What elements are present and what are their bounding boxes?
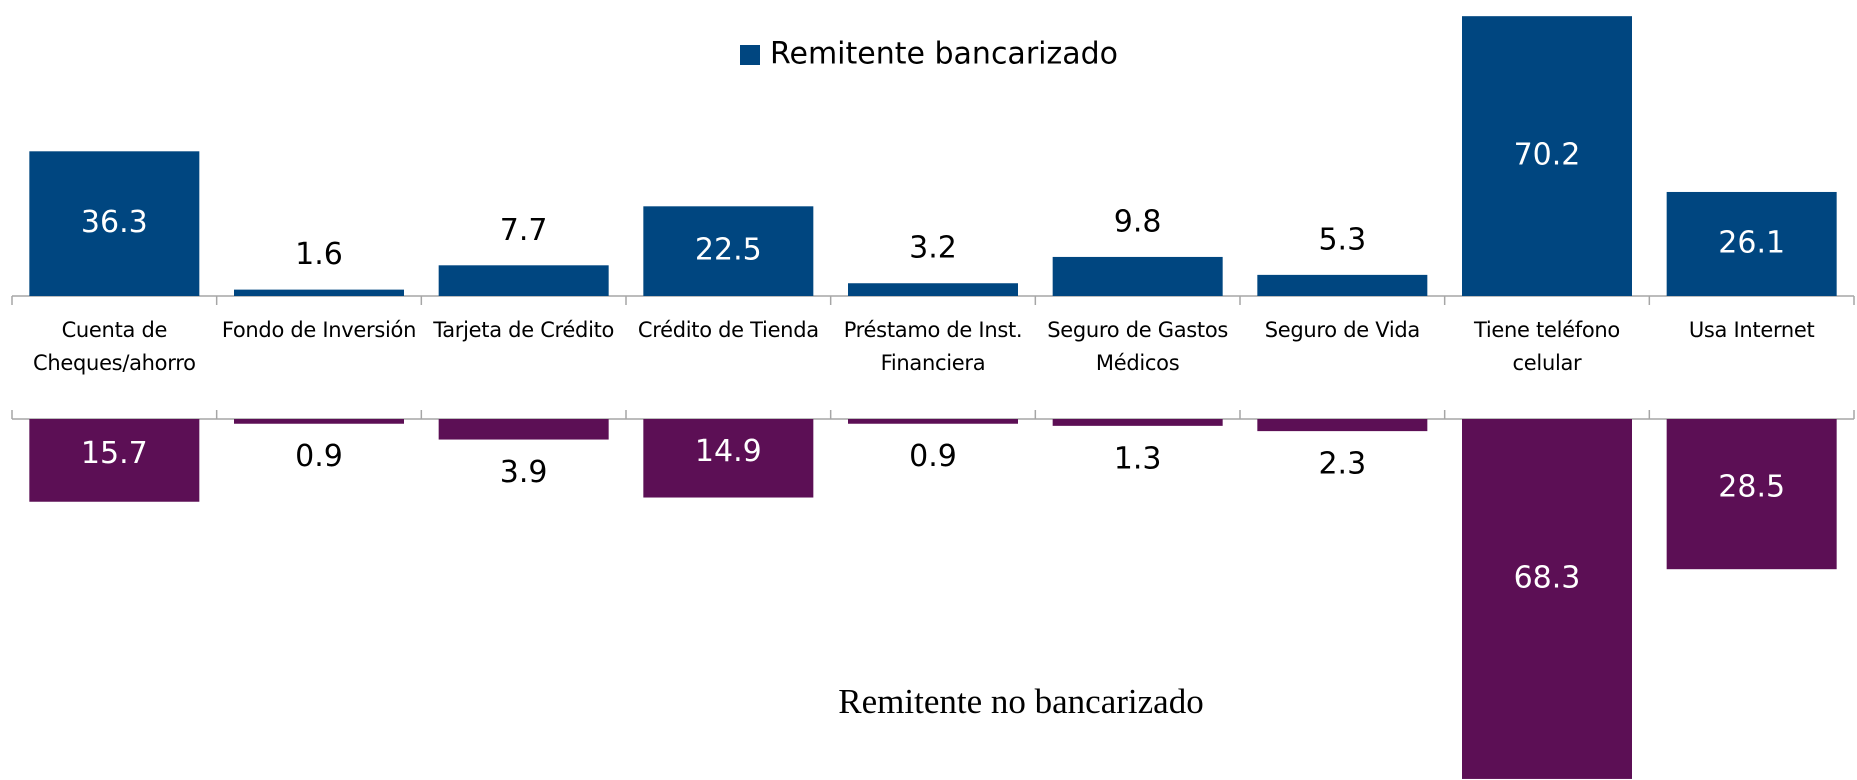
bar	[1462, 419, 1632, 779]
bar	[29, 419, 200, 502]
bar	[848, 283, 1018, 296]
legend-swatch	[740, 45, 760, 65]
bar	[848, 419, 1018, 424]
data-label: 0.9	[909, 439, 957, 474]
bar	[438, 419, 609, 440]
bar	[234, 289, 404, 296]
bar	[643, 206, 814, 296]
category-label: Fondo de Inversión	[221, 318, 417, 342]
data-label: 1.3	[1114, 441, 1162, 476]
bar	[1462, 16, 1632, 297]
bar	[1666, 419, 1837, 570]
category-label: Tiene teléfono celular	[1474, 318, 1620, 375]
category-label: Préstamo de Inst. Financiera	[843, 318, 1023, 375]
data-label: 70.2	[1514, 138, 1581, 173]
bar	[29, 151, 200, 296]
category-label: Seguro de Gastos Médicos	[1047, 318, 1229, 375]
category-label: Seguro de Vida	[1264, 318, 1421, 342]
category-label: Crédito de Tienda	[637, 318, 819, 342]
data-label: 15.7	[81, 436, 148, 471]
data-label: 14.9	[695, 434, 762, 469]
data-label: 3.9	[500, 455, 548, 490]
category-label: Tarjeta de Crédito	[433, 318, 615, 342]
category-label: Cuenta de Cheques/ahorro	[33, 318, 196, 375]
data-label: 2.3	[1318, 447, 1366, 482]
bar	[1666, 191, 1837, 296]
data-label: 7.7	[500, 213, 548, 248]
data-label: 0.9	[295, 439, 343, 474]
bar	[234, 419, 404, 424]
bar	[1052, 419, 1223, 426]
data-label: 36.3	[81, 205, 148, 240]
data-label: 22.5	[695, 233, 762, 268]
data-label: 68.3	[1514, 560, 1581, 595]
legend-label: Remitente no bancarizado	[838, 682, 1203, 721]
bar	[1052, 256, 1223, 296]
legend-label: Remitente bancarizado	[770, 37, 1118, 72]
data-label: 9.8	[1114, 204, 1162, 239]
bar	[643, 419, 814, 498]
data-label: 3.2	[909, 231, 957, 266]
bar	[438, 265, 609, 296]
bar	[1257, 274, 1428, 296]
data-label: 5.3	[1318, 222, 1366, 257]
data-label: 28.5	[1718, 470, 1785, 505]
data-label: 1.6	[295, 237, 343, 272]
data-label: 26.1	[1718, 225, 1785, 260]
bar	[1257, 419, 1428, 432]
category-label: Usa Internet	[1688, 318, 1815, 342]
